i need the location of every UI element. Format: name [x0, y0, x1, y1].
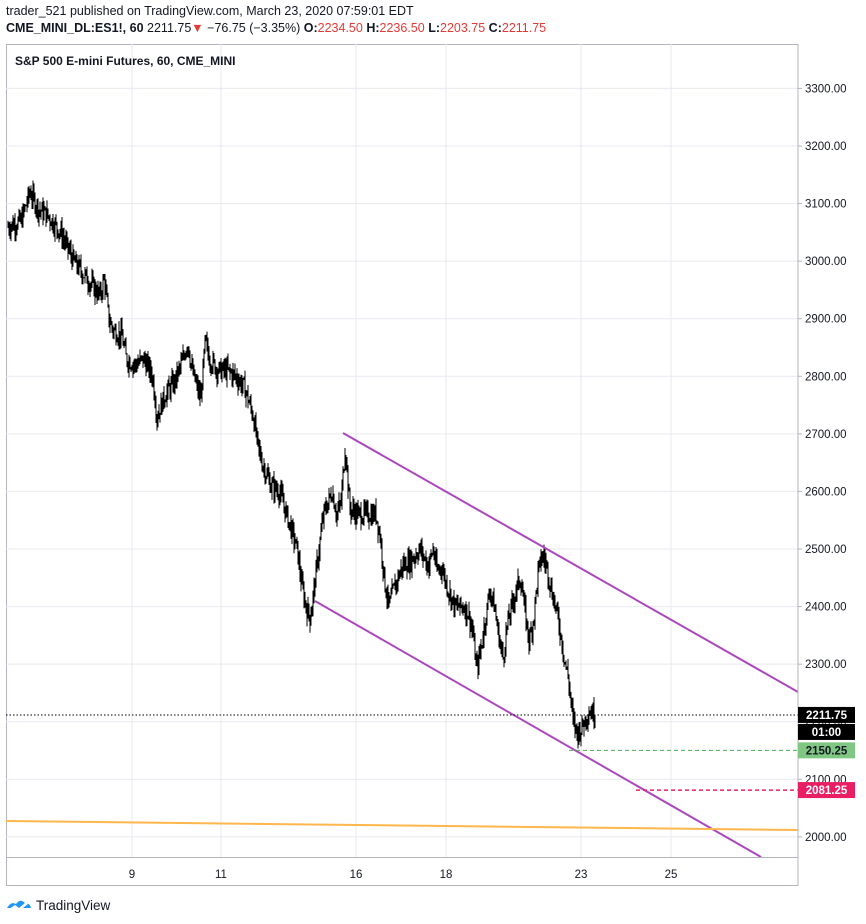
publish-text: published on TradingView.com, March 23, …	[69, 4, 414, 18]
high-value: 2236.50	[379, 21, 425, 35]
last-price-tag-bg	[798, 706, 855, 723]
high-label: H:	[366, 21, 380, 35]
last-price: 2211.75	[147, 21, 192, 35]
last-price-tag: 2211.75	[806, 710, 848, 722]
publish-info: trader_521 published on TradingView.com,…	[6, 4, 414, 18]
y-tick-label: 3200.00	[805, 141, 847, 153]
green-level-tag-bg	[798, 742, 855, 759]
x-tick-label: 18	[440, 869, 453, 881]
open-value: 2234.50	[317, 21, 363, 35]
x-tick-label: 9	[129, 869, 135, 881]
price-chart[interactable]: 2000.002100.002200.002300.002400.002500.…	[6, 44, 858, 886]
close-value: 2211.75	[501, 21, 547, 35]
red-level-tag: 2081.25	[806, 785, 848, 797]
red-level-tag-bg	[798, 782, 855, 799]
low-label: L:	[428, 21, 440, 35]
symbol-label: CME_MINI_DL:ES1!, 60	[6, 21, 144, 35]
channel-upper-line	[342, 432, 799, 693]
y-tick-label: 2600.00	[805, 486, 847, 498]
footer: TradingView	[6, 897, 110, 913]
y-tick-label: 3300.00	[805, 83, 847, 95]
x-tick-label: 23	[575, 869, 588, 881]
x-tick-label: 11	[215, 869, 227, 881]
publisher-name[interactable]: trader_521	[6, 4, 67, 18]
close-label: C:	[488, 21, 502, 35]
y-tick-label: 2300.00	[805, 659, 847, 671]
countdown-tag-bg	[798, 723, 855, 740]
y-tick-label: 2500.00	[805, 544, 847, 556]
tradingview-brand[interactable]: TradingView	[36, 897, 111, 913]
price-change: −76.75 (−3.35%)	[207, 21, 301, 35]
ohlc-header: CME_MINI_DL:ES1!, 60 2211.75▼ −76.75 (−3…	[6, 21, 546, 35]
y-tick-label: 3100.00	[805, 199, 847, 211]
y-tick-label: 3000.00	[805, 256, 847, 268]
down-arrow-icon: ▼	[191, 21, 204, 35]
x-tick-label: 25	[665, 869, 678, 881]
y-tick-label: 2900.00	[805, 314, 847, 326]
price-axis-background	[798, 44, 858, 886]
countdown-tag: 01:00	[812, 727, 841, 739]
support-line	[6, 820, 799, 831]
channel-lower-line	[314, 600, 762, 858]
x-tick-label: 16	[350, 869, 363, 881]
open-label: O:	[303, 21, 318, 35]
y-tick-label: 2400.00	[805, 602, 847, 614]
green-level-tag: 2150.25	[806, 745, 848, 757]
y-tick-label: 2000.00	[805, 832, 847, 844]
low-value: 2203.75	[440, 21, 486, 35]
y-tick-label: 2700.00	[805, 429, 847, 441]
tradingview-logo-icon[interactable]	[6, 897, 32, 913]
chart-title: S&P 500 E-mini Futures, 60, CME_MINI	[15, 54, 236, 68]
y-tick-label: 2800.00	[805, 371, 847, 383]
